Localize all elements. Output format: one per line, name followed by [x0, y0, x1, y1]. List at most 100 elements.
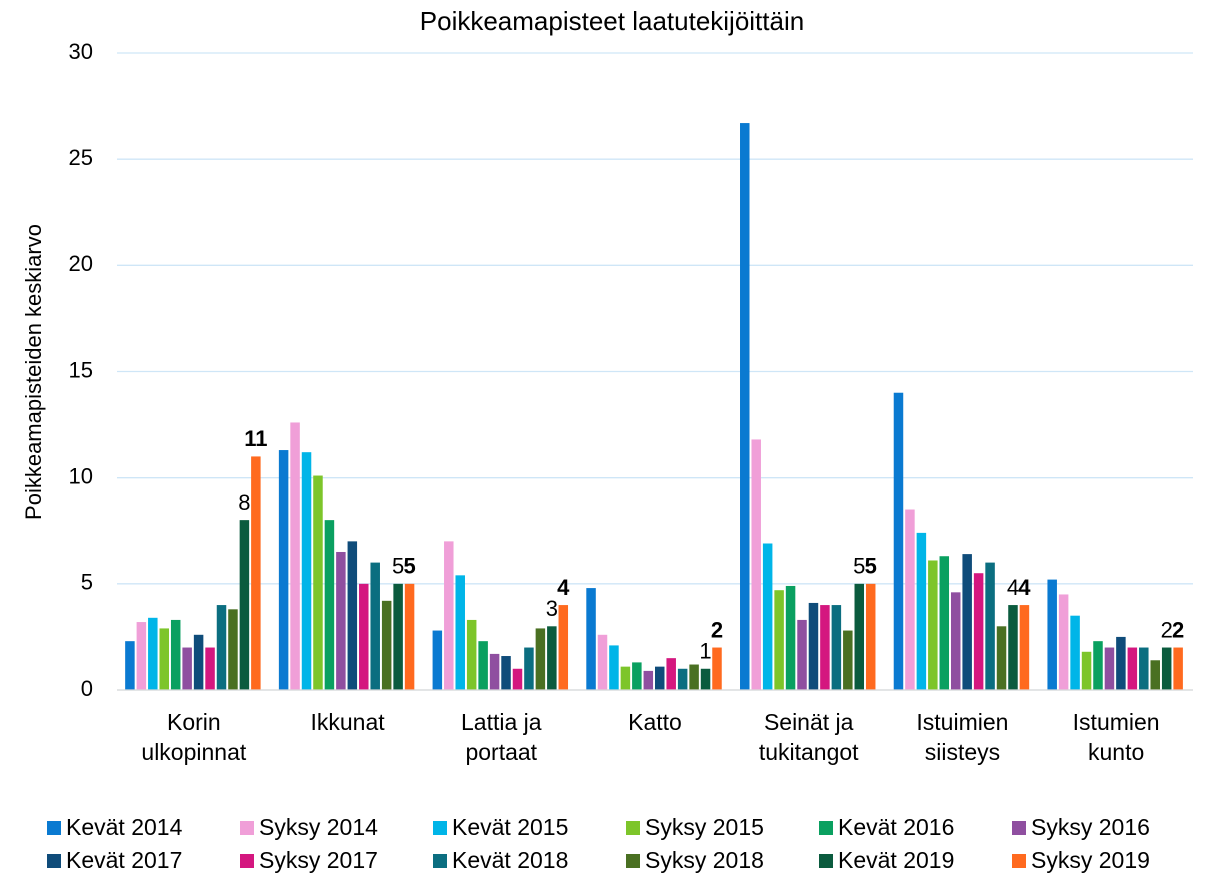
bar	[182, 647, 192, 690]
bar	[1127, 647, 1138, 690]
bar	[740, 123, 750, 690]
bar	[558, 605, 569, 690]
data-label: 11	[244, 426, 267, 451]
bar	[535, 628, 546, 690]
bar	[216, 605, 227, 690]
bar	[905, 509, 915, 690]
legend-entry: Syksy 2017	[240, 847, 378, 874]
bar	[1150, 660, 1160, 690]
bar	[478, 641, 488, 690]
bar	[301, 452, 312, 690]
legend-swatch	[433, 820, 447, 835]
bar	[1093, 641, 1103, 690]
bar	[547, 626, 557, 690]
data-label: 2	[1172, 617, 1184, 642]
bar	[512, 668, 523, 690]
legend-label: Kevät 2017	[66, 847, 183, 873]
data-label: 8	[238, 490, 250, 515]
bar	[620, 666, 631, 690]
bar	[148, 617, 158, 690]
legend-label: Kevät 2015	[452, 814, 569, 840]
legend-label: Syksy 2017	[259, 847, 378, 873]
bar	[444, 541, 454, 690]
bar	[228, 609, 238, 690]
bar	[489, 653, 500, 690]
bar	[1116, 636, 1126, 690]
bar	[170, 619, 181, 690]
bar	[1058, 594, 1069, 690]
data-label: 2	[711, 617, 723, 642]
bar	[393, 583, 403, 690]
data-label: 4	[1007, 575, 1019, 600]
legend-label: Syksy 2018	[645, 847, 764, 873]
y-tick-label: 15	[69, 357, 93, 382]
bar	[973, 573, 984, 690]
legend-swatch	[626, 853, 640, 868]
legend-swatch	[47, 853, 61, 868]
bar	[404, 583, 415, 690]
bar	[432, 630, 443, 690]
legend-label: Kevät 2019	[838, 847, 955, 873]
data-label: 5	[403, 554, 415, 579]
bar	[632, 662, 642, 690]
bar	[597, 634, 608, 690]
bar	[347, 541, 358, 690]
legend-label: Syksy 2016	[1031, 814, 1150, 840]
bar	[466, 619, 477, 690]
bar	[290, 422, 300, 690]
bar	[1104, 647, 1115, 690]
bar	[524, 647, 534, 690]
bar	[939, 556, 950, 690]
bar	[370, 562, 380, 690]
bar	[125, 641, 135, 690]
legend-label: Syksy 2014	[259, 814, 378, 840]
bar	[1047, 579, 1057, 690]
bar	[808, 602, 819, 690]
x-tick-label: Korin ulkopinnat	[141, 709, 247, 765]
legend-entry: Syksy 2018	[626, 847, 764, 874]
bar	[751, 439, 761, 690]
bar	[774, 590, 784, 690]
bar	[996, 626, 1007, 690]
legend-entry: Syksy 2019	[1012, 847, 1150, 874]
bar	[962, 554, 972, 690]
legend-entry: Syksy 2016	[1012, 814, 1150, 841]
bar	[865, 583, 876, 690]
legend-entry: Kevät 2018	[433, 847, 568, 874]
bar	[831, 605, 842, 690]
bar	[586, 588, 596, 690]
legend-swatch	[47, 820, 61, 835]
chart-title: Poikkeamapisteet laatutekijöittäin	[420, 6, 804, 36]
bar	[381, 600, 392, 690]
bar	[251, 456, 261, 690]
bar	[762, 543, 773, 690]
bar	[501, 656, 511, 690]
bar	[820, 605, 830, 690]
bar	[136, 622, 147, 690]
bar	[336, 551, 346, 690]
legend-swatch	[433, 853, 447, 868]
bar	[278, 450, 289, 690]
x-tick-label: Istuimien siisteys	[916, 709, 1009, 765]
bar	[159, 628, 170, 690]
y-tick-label: 20	[69, 251, 93, 276]
bar	[1008, 605, 1018, 690]
x-tick-label: Istumien kunto	[1072, 709, 1160, 765]
legend-label: Kevät 2018	[452, 847, 569, 873]
bar	[916, 532, 927, 690]
bar	[1173, 647, 1183, 690]
bar	[193, 634, 204, 690]
x-tick-label: Seinät ja tukitangot	[758, 709, 859, 765]
bar	[324, 520, 335, 690]
legend-entry: Syksy 2015	[626, 814, 764, 841]
bar	[677, 668, 688, 690]
legend-entry: Kevät 2015	[433, 814, 568, 841]
bar	[785, 585, 796, 690]
legend-swatch	[1012, 853, 1026, 868]
bar	[643, 670, 654, 690]
y-tick-label: 30	[69, 39, 93, 64]
bar	[239, 520, 250, 690]
legend-entry: Kevät 2019	[819, 847, 954, 874]
legend-entry: Kevät 2014	[47, 814, 182, 841]
